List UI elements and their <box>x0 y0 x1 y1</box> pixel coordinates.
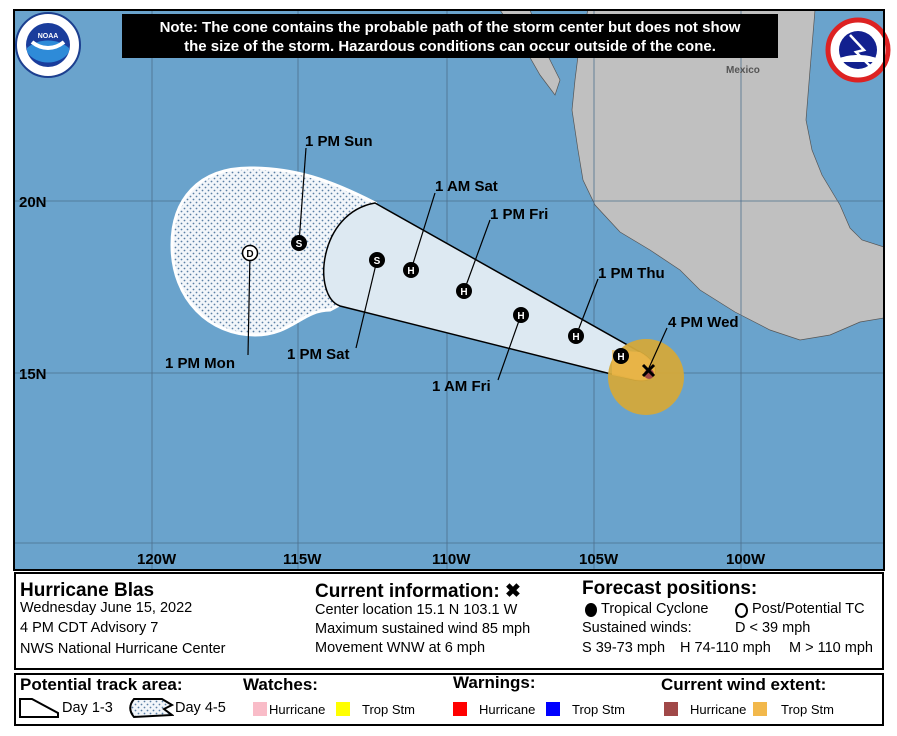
label-4pm-wed: 4 PM Wed <box>668 314 739 331</box>
wind-trop-stm-swatch <box>753 702 767 716</box>
forecast-map: Mexico H H H H H S S D 4 PM Wed 1 PM Thu… <box>13 9 891 571</box>
svg-text:H: H <box>617 352 624 363</box>
nws-logo <box>825 17 891 83</box>
noaa-logo: NOAA <box>15 12 81 78</box>
track-point[interactable]: H <box>513 307 529 323</box>
current-info-title: Current information: ✖ <box>315 581 521 602</box>
day-1-3-label: Day 1-3 <box>62 700 113 716</box>
svg-text:D: D <box>246 249 253 260</box>
warn-trop-stm-label: Trop Stm <box>572 702 625 717</box>
post-potential-label: Post/Potential TC <box>752 601 865 617</box>
svg-text:S: S <box>374 256 381 267</box>
day-4-5-label: Day 4-5 <box>175 700 226 716</box>
track-point[interactable]: S <box>369 252 385 268</box>
watch-trop-stm-label: Trop Stm <box>362 702 415 717</box>
label-1pm-mon: 1 PM Mon <box>165 355 235 372</box>
lat-label: 20N <box>19 194 47 211</box>
day-1-3-cone-icon <box>19 698 59 718</box>
lon-label: 120W <box>137 551 177 568</box>
lon-label: 105W <box>579 551 619 568</box>
center-location: Center location 15.1 N 103.1 W <box>315 602 518 618</box>
current-position-x-icon <box>641 363 656 378</box>
max-wind: Maximum sustained wind 85 mph <box>315 621 531 637</box>
wind-hurricane-label: Hurricane <box>690 702 747 717</box>
warn-trop-stm-swatch <box>546 702 560 716</box>
lon-label: 115W <box>283 551 322 568</box>
label-1am-sat: 1 AM Sat <box>435 178 498 195</box>
label-1pm-sun: 1 PM Sun <box>305 133 373 150</box>
wind-trop-stm-label: Trop Stm <box>781 702 834 717</box>
watch-trop-stm-swatch <box>336 702 350 716</box>
advisory-date: Wednesday June 15, 2022 <box>20 600 193 616</box>
svg-text:H: H <box>407 266 414 277</box>
map-border <box>13 9 885 571</box>
label-1pm-sat: 1 PM Sat <box>287 346 350 363</box>
land-mexico <box>571 9 885 341</box>
forecast-positions-title: Forecast positions: <box>582 578 758 599</box>
warn-hurricane-swatch <box>453 702 467 716</box>
track-point[interactable]: D <box>241 244 259 262</box>
watch-hurricane-label: Hurricane <box>269 702 326 717</box>
label-1am-fri: 1 AM Fri <box>432 378 491 395</box>
cone-day-4-5 <box>170 166 378 337</box>
note-line-1: Note: The cone contains the probable pat… <box>160 19 741 36</box>
track-point[interactable]: S <box>291 235 307 251</box>
warnings-title: Warnings: <box>453 673 536 692</box>
lon-label: 110W <box>432 551 471 568</box>
track-point[interactable]: H <box>613 348 629 364</box>
label-1pm-fri: 1 PM Fri <box>490 206 548 223</box>
country-label: Mexico <box>726 65 760 76</box>
h-range: H 74-110 mph <box>680 640 771 656</box>
svg-text:H: H <box>517 311 524 322</box>
filled-circle-icon <box>585 603 597 617</box>
advisory-number: 4 PM CDT Advisory 7 <box>20 620 159 636</box>
tropical-cyclone-label: Tropical Cyclone <box>601 601 709 617</box>
svg-text:S: S <box>296 239 303 250</box>
sustained-winds-label: Sustained winds: <box>582 620 692 636</box>
wind-extent-title: Current wind extent: <box>661 675 827 694</box>
open-circle-icon <box>735 603 748 618</box>
storm-name: Hurricane Blas <box>20 580 155 601</box>
m-range: M > 110 mph <box>789 640 873 656</box>
info-panel <box>14 572 884 670</box>
track-point[interactable]: H <box>403 262 419 278</box>
lat-label: 15N <box>19 366 47 383</box>
svg-text:NOAA: NOAA <box>38 33 59 40</box>
svg-text:H: H <box>460 287 467 298</box>
watches-title: Watches: <box>243 675 318 694</box>
svg-text:H: H <box>572 332 579 343</box>
day-4-5-cone-icon <box>129 698 174 719</box>
issuing-center: NWS National Hurricane Center <box>20 641 226 657</box>
s-range: S 39-73 mph <box>582 640 666 656</box>
track-area-title: Potential track area: <box>20 675 183 694</box>
track-point[interactable]: H <box>456 283 472 299</box>
lon-label: 100W <box>726 551 766 568</box>
leader-lines <box>247 147 668 381</box>
wind-hurricane-swatch <box>664 702 678 716</box>
watch-hurricane-swatch <box>253 702 267 716</box>
movement: Movement WNW at 6 mph <box>315 640 486 656</box>
note-line-2: the size of the storm. Hazardous conditi… <box>184 38 716 55</box>
d-range: D < 39 mph <box>735 620 811 636</box>
label-1pm-thu: 1 PM Thu <box>598 265 665 282</box>
warn-hurricane-label: Hurricane <box>479 702 536 717</box>
note-box <box>122 14 778 58</box>
track-point[interactable]: H <box>568 328 584 344</box>
